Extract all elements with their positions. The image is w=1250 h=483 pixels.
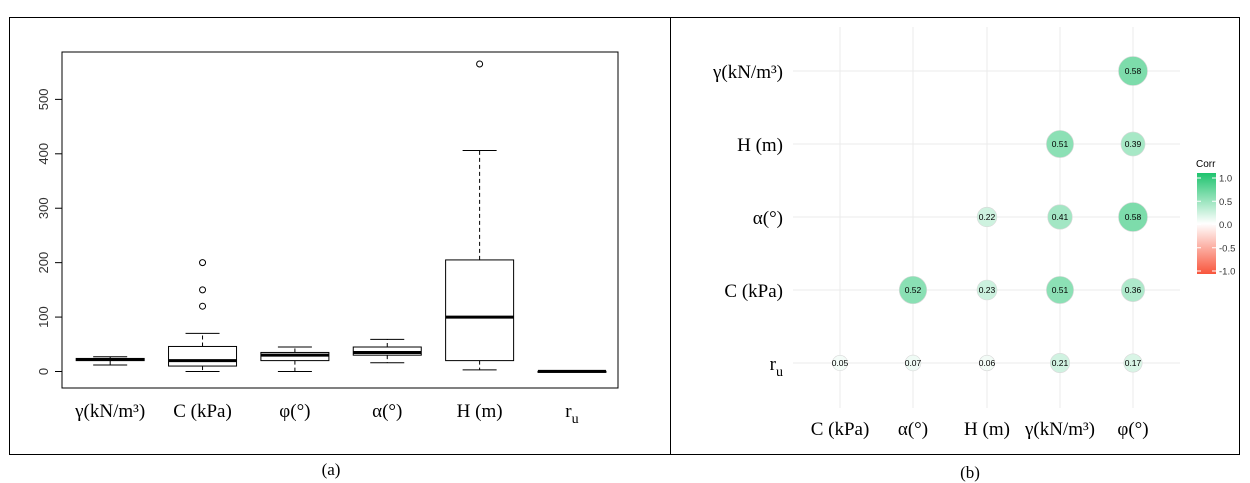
y-tick-label: 0 (36, 368, 51, 375)
corr-circle (1047, 204, 1073, 230)
corr-circle (1049, 352, 1071, 374)
corr-value-label: 0.17 (1125, 358, 1142, 368)
outlier-point (199, 259, 207, 267)
corr-value-label: 0.36 (1125, 285, 1142, 295)
x-axis-label: φ(°) (1117, 419, 1148, 440)
x-tick-label: γ(kN/m³) (74, 401, 145, 422)
panel-label-b: (b) (960, 463, 980, 482)
y-tick-label: 300 (36, 197, 51, 219)
correlation-heatmap: γ(kN/m³) H (m) α(°) C (kPa) ru C (kPa) α(°) H (… (712, 27, 1180, 440)
legend-tick-label: 0.5 (1219, 197, 1232, 208)
x-tick-label: C (kPa) (173, 401, 232, 422)
outlier-point (199, 286, 207, 294)
legend-tick-label: -1.0 (1219, 267, 1235, 278)
x-axis-label: γ(kN/m³) (1024, 419, 1095, 440)
corr-circle (898, 275, 928, 305)
corr-value-label: 0.21 (1052, 358, 1069, 368)
corr-value-label: 0.58 (1125, 66, 1142, 76)
corr-circle (1118, 202, 1148, 232)
box (168, 345, 238, 367)
x-tick-label: α(°) (372, 401, 402, 422)
legend-tick-label: 1.0 (1219, 174, 1232, 185)
corr-circle (1046, 130, 1074, 158)
corr-value-label: 0.07 (905, 358, 922, 368)
corr-value-label: 0.05 (832, 358, 849, 368)
legend-tick-label: 0.0 (1219, 220, 1232, 231)
figure-frame (9, 17, 1240, 455)
y-axis-label: ru (770, 354, 783, 380)
corr-value-label: 0.39 (1125, 139, 1142, 149)
y-tick-label: 500 (36, 89, 51, 111)
boxplot-chart: 0 100 200 300 400 500 γ(kN/m³) C (kPa) φ(°) α(°) H… (36, 51, 619, 427)
outlier-point (476, 60, 484, 68)
x-tick-label: H (m) (457, 401, 503, 422)
corr-value-label: 0.06 (979, 358, 996, 368)
legend-colorbar (1197, 173, 1216, 274)
corr-value-label: 0.23 (979, 285, 996, 295)
corr-circle (832, 355, 848, 371)
x-axis-label: C (kPa) (811, 419, 870, 440)
corr-value-label: 0.22 (979, 212, 996, 222)
y-axis-label: C (kPa) (724, 281, 783, 302)
x-tick-label: ru (565, 401, 578, 427)
y-tick-label: 400 (36, 143, 51, 165)
corr-circle (976, 206, 998, 228)
boxplot-plot-area (61, 51, 619, 389)
y-axis-label: γ(kN/m³) (712, 62, 783, 83)
corr-circle (1046, 276, 1074, 304)
y-axis-label: H (m) (737, 135, 783, 156)
legend-title: Corr (1196, 159, 1216, 170)
corr-circle (1120, 131, 1146, 157)
corr-circle (904, 354, 922, 372)
y-tick-label: 200 (36, 252, 51, 274)
y-tick-label: 100 (36, 306, 51, 328)
corr-circle (976, 279, 998, 301)
corr-value-label: 0.51 (1052, 285, 1069, 295)
panel-label-a: (a) (322, 460, 341, 479)
outlier-point (199, 302, 207, 310)
corr-circle (978, 354, 996, 372)
corr-legend: Corr 1.0 0.5 0.0 -0.5 -1.0 (1196, 159, 1235, 278)
corr-value-label: 0.41 (1052, 212, 1069, 222)
legend-tick-label: -0.5 (1219, 243, 1235, 254)
x-axis-label: α(°) (898, 419, 928, 440)
corr-value-label: 0.51 (1052, 139, 1069, 149)
corr-value-label: 0.58 (1125, 212, 1142, 222)
x-axis-label: H (m) (964, 419, 1010, 440)
x-tick-label: φ(°) (279, 401, 310, 422)
corr-circle (1118, 56, 1148, 86)
y-axis-label: α(°) (753, 208, 783, 229)
corr-circle (1123, 353, 1143, 373)
corr-value-label: 0.52 (905, 285, 922, 295)
box (445, 259, 515, 362)
corr-circle (1121, 278, 1145, 302)
